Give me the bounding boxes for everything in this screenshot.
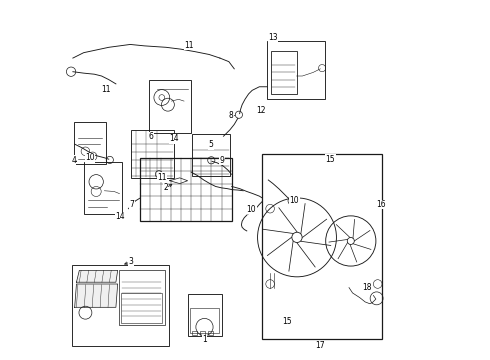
Bar xyxy=(119,270,165,325)
Bar xyxy=(122,293,162,323)
Text: 11: 11 xyxy=(185,41,194,50)
Text: 17: 17 xyxy=(316,341,325,350)
Text: 9: 9 xyxy=(219,156,224,165)
Text: 12: 12 xyxy=(256,105,266,114)
Bar xyxy=(192,134,230,176)
Text: 11: 11 xyxy=(101,85,111,94)
Bar xyxy=(208,330,213,335)
Bar xyxy=(192,330,197,335)
Text: 5: 5 xyxy=(208,140,213,149)
Text: 10: 10 xyxy=(85,153,95,162)
Bar xyxy=(262,154,382,338)
Bar xyxy=(131,130,173,178)
Text: 11: 11 xyxy=(157,173,167,182)
Text: 15: 15 xyxy=(325,155,335,164)
Text: 8: 8 xyxy=(229,111,234,120)
Polygon shape xyxy=(74,284,118,307)
Bar xyxy=(74,122,105,164)
Text: 6: 6 xyxy=(148,132,153,141)
Bar xyxy=(84,162,122,214)
Bar xyxy=(72,265,169,346)
Polygon shape xyxy=(76,270,118,282)
Bar xyxy=(191,308,219,333)
Text: 15: 15 xyxy=(283,317,292,326)
Text: 14: 14 xyxy=(169,134,179,143)
Text: 10: 10 xyxy=(246,205,256,214)
Text: 16: 16 xyxy=(376,200,385,209)
Text: 18: 18 xyxy=(362,283,372,292)
Bar xyxy=(140,158,232,221)
Bar xyxy=(271,51,296,94)
Text: 3: 3 xyxy=(128,257,133,266)
Text: 10: 10 xyxy=(290,196,299,205)
Bar xyxy=(267,41,325,99)
Text: 1: 1 xyxy=(202,335,207,344)
Text: 4: 4 xyxy=(71,156,76,165)
Bar xyxy=(188,294,221,336)
Text: 14: 14 xyxy=(115,212,125,221)
Text: 7: 7 xyxy=(129,200,134,209)
Text: 13: 13 xyxy=(268,33,278,42)
Bar xyxy=(200,330,205,335)
Text: 2: 2 xyxy=(163,183,168,192)
Bar xyxy=(149,80,191,134)
